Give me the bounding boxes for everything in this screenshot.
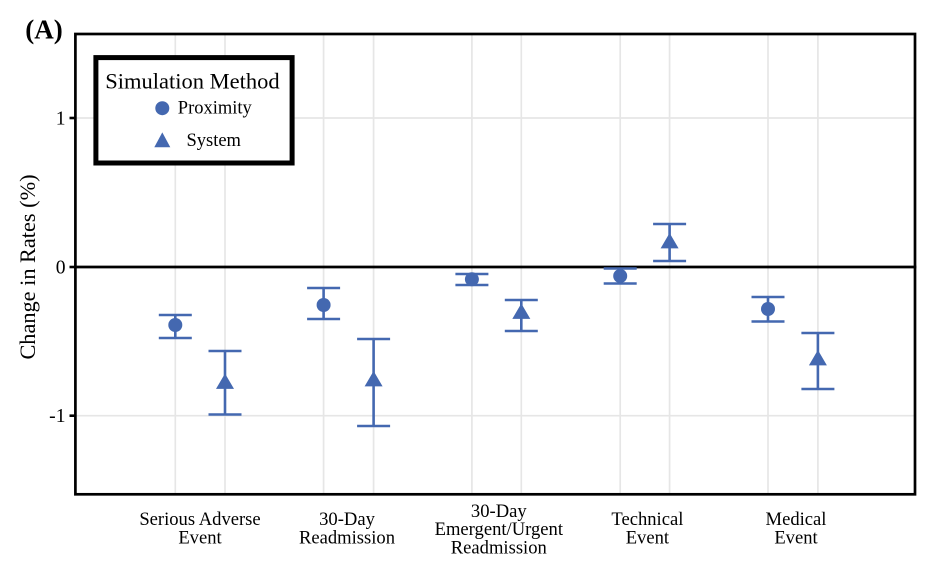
- svg-text:Change in Rates (%): Change in Rates (%): [15, 174, 40, 359]
- svg-text:0: 0: [56, 258, 66, 279]
- svg-text:1: 1: [56, 109, 66, 130]
- svg-text:30-Day: 30-Day: [471, 501, 527, 522]
- svg-text:Serious Adverse: Serious Adverse: [139, 509, 260, 530]
- svg-text:-1: -1: [49, 406, 65, 427]
- svg-text:Technical: Technical: [611, 509, 683, 530]
- svg-text:Event: Event: [626, 527, 670, 548]
- svg-text:System: System: [186, 131, 241, 151]
- svg-text:Readmission: Readmission: [299, 527, 396, 548]
- svg-text:Simulation Method: Simulation Method: [105, 68, 279, 93]
- svg-text:30-Day: 30-Day: [319, 509, 375, 530]
- svg-text:Event: Event: [178, 527, 222, 548]
- svg-text:Medical: Medical: [766, 509, 827, 530]
- svg-text:(A): (A): [25, 15, 62, 45]
- svg-text:Emergent/Urgent: Emergent/Urgent: [435, 519, 564, 540]
- svg-text:Readmission: Readmission: [451, 537, 548, 558]
- svg-text:Proximity: Proximity: [178, 99, 253, 119]
- svg-text:Event: Event: [774, 527, 818, 548]
